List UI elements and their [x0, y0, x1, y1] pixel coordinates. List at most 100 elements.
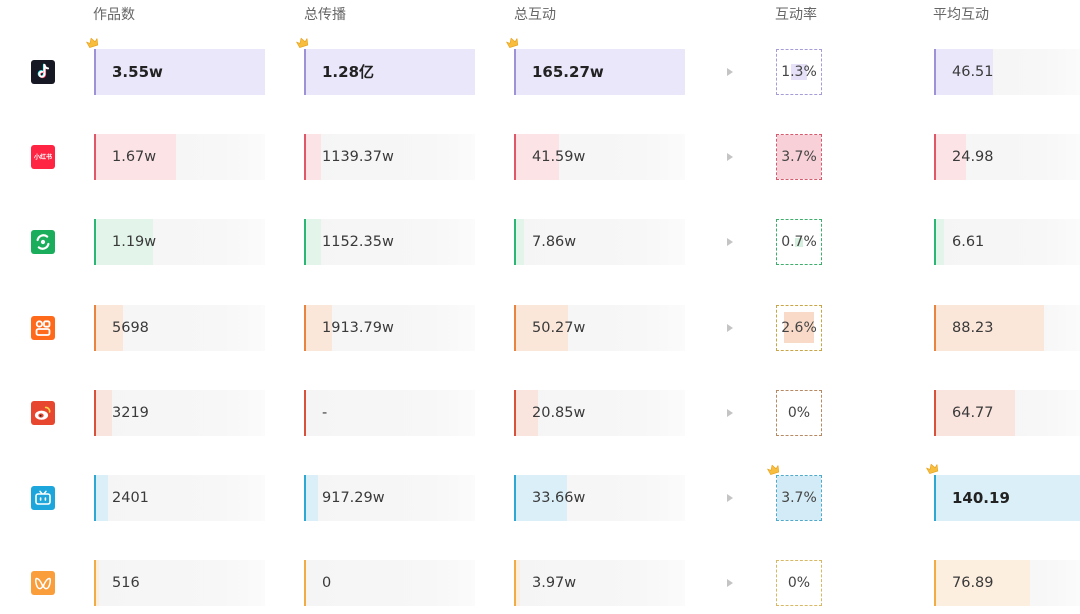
avg-interactions-bar-fill: [936, 134, 967, 181]
arrow-right-icon: [727, 153, 733, 162]
interaction-rate-value: 2.6%: [781, 319, 817, 336]
weibo-icon: [31, 400, 55, 425]
arrow-right-icon: [727, 579, 733, 588]
interaction-rate-box: 3.7%: [767, 464, 822, 521]
works-value: 1.67w: [112, 149, 157, 166]
interaction-rate-box: 3.7%: [776, 134, 822, 181]
platform-row: 1.19w 1152.35w 7.86w 0.7% 6.61: [0, 219, 1080, 266]
avg-interactions-value: 24.98: [952, 149, 994, 166]
reach-bar: 1139.37w: [304, 134, 475, 181]
works-bar: 516: [94, 560, 265, 607]
avg-interactions-bar-fill: [936, 389, 1015, 436]
column-header-row: 作品数 总传播 总互动 互动率 平均互动: [0, 0, 1080, 34]
reach-value: 0: [322, 575, 332, 592]
platform-row: 2401 917.29w 33.66w 3.7% 140.19: [0, 463, 1080, 521]
reach-value: 1.28亿: [322, 63, 375, 81]
interactions-bar-fill: [516, 560, 521, 607]
reach-value: -: [322, 404, 328, 421]
avg-interactions-bar-fill: [936, 474, 1080, 521]
interactions-value: 165.27w: [532, 63, 604, 81]
crown-icon: [295, 35, 311, 49]
interaction-rate-box: 0.7%: [776, 219, 822, 266]
works-bar: 3219: [94, 389, 265, 436]
works-value: 516: [112, 575, 140, 592]
works-bar: 1.19w: [94, 219, 265, 266]
interaction-rate-fill: [777, 135, 821, 180]
arrow-right-icon: [727, 408, 733, 417]
column-header-interactions: 总互动: [514, 7, 556, 23]
platform-row: 5698 1913.79w 50.27w 2.6% 88.23: [0, 304, 1080, 351]
interaction-rate-value: 1.3%: [781, 64, 817, 80]
interactions-bar-fill: [516, 49, 685, 95]
avg-interactions-value: 64.77: [952, 404, 994, 421]
avg-interactions-value: 6.61: [952, 234, 985, 251]
avg-interactions-bar: 140.19: [926, 463, 1080, 521]
works-bar-fill: [96, 560, 99, 607]
xiaohongshu-icon: 小红书: [31, 145, 55, 170]
interactions-bar-fill: [516, 389, 538, 436]
avg-interactions-value: 140.19: [952, 488, 1010, 507]
column-header-avg: 平均互动: [933, 7, 989, 23]
works-bar-fill: [96, 304, 124, 351]
works-value: 3.55w: [112, 63, 163, 81]
interactions-bar-fill: [516, 304, 568, 351]
arrow-right-icon: [727, 323, 733, 332]
works-bar-fill: [96, 49, 265, 95]
avg-interactions-bar: 76.89: [934, 560, 1080, 607]
interactions-bar: 7.86w: [514, 219, 685, 266]
wechat-channels-icon: [31, 571, 55, 596]
reach-bar: 0: [304, 560, 475, 607]
avg-interactions-bar: 88.23: [934, 304, 1080, 351]
reach-value: 1152.35w: [322, 234, 394, 251]
reach-bar: 1.28亿: [296, 37, 475, 95]
douyin-icon: [31, 60, 55, 84]
interactions-value: 7.86w: [532, 234, 577, 251]
interactions-bar: 33.66w: [514, 474, 685, 521]
reach-bar-fill: [306, 49, 475, 95]
reach-value: 1139.37w: [322, 149, 394, 166]
works-value: 3219: [112, 404, 149, 421]
avg-interactions-bar: 64.77: [934, 389, 1080, 436]
interactions-value: 50.27w: [532, 319, 586, 336]
interaction-rate-fill: [791, 64, 807, 80]
xiaohongshu-logo-text: 小红书: [33, 153, 52, 161]
interactions-bar: 3.97w: [514, 560, 685, 607]
interactions-value: 3.97w: [532, 575, 577, 592]
reach-bar: 917.29w: [304, 474, 475, 521]
interaction-rate-value: 0.7%: [781, 234, 817, 251]
reach-bar-fill: [306, 474, 319, 521]
avg-interactions-bar: 6.61: [934, 219, 1080, 266]
crown-icon: [925, 461, 941, 475]
works-bar-fill: [96, 389, 112, 436]
interaction-rate-fill: [777, 475, 821, 520]
works-bar: 5698: [94, 304, 265, 351]
interactions-bar: 165.27w: [506, 37, 685, 95]
crown-icon: [766, 462, 782, 476]
crown-icon: [505, 35, 521, 49]
platform-row: 516 0 3.97w 0% 76.89: [0, 560, 1080, 607]
interaction-rate-box: 2.6%: [776, 304, 822, 351]
reach-value: 1913.79w: [322, 319, 394, 336]
kuaishou-icon: [31, 315, 55, 340]
arrow-right-icon: [727, 493, 733, 502]
platform-row: 3219 - 20.85w 0% 64.77: [0, 389, 1080, 436]
interaction-rate-value: 3.7%: [781, 489, 817, 506]
column-header-works: 作品数: [93, 7, 135, 23]
avg-interactions-bar: 46.51: [934, 49, 1080, 95]
interaction-rate-fill: [794, 238, 804, 247]
works-bar-fill: [96, 474, 108, 521]
interactions-bar: 20.85w: [514, 389, 685, 436]
interaction-rate-box: 0%: [776, 389, 822, 436]
platform-row: 3.55w 1.28亿 165.27w 1.3% 46.51: [0, 37, 1080, 95]
interaction-rate-box: 1.3%: [776, 49, 822, 95]
column-header-reach: 总传播: [304, 7, 346, 23]
reach-bar-fill: [306, 219, 322, 266]
interaction-rate-value: 3.7%: [781, 149, 817, 166]
avg-interactions-bar: 24.98: [934, 134, 1080, 181]
reach-bar-fill: [306, 134, 322, 181]
interactions-bar-fill: [516, 134, 560, 181]
avg-interactions-bar-fill: [936, 560, 1030, 607]
avg-interactions-value: 46.51: [952, 64, 994, 80]
wechat-official-account-icon: [31, 230, 55, 255]
works-value: 1.19w: [112, 234, 157, 251]
